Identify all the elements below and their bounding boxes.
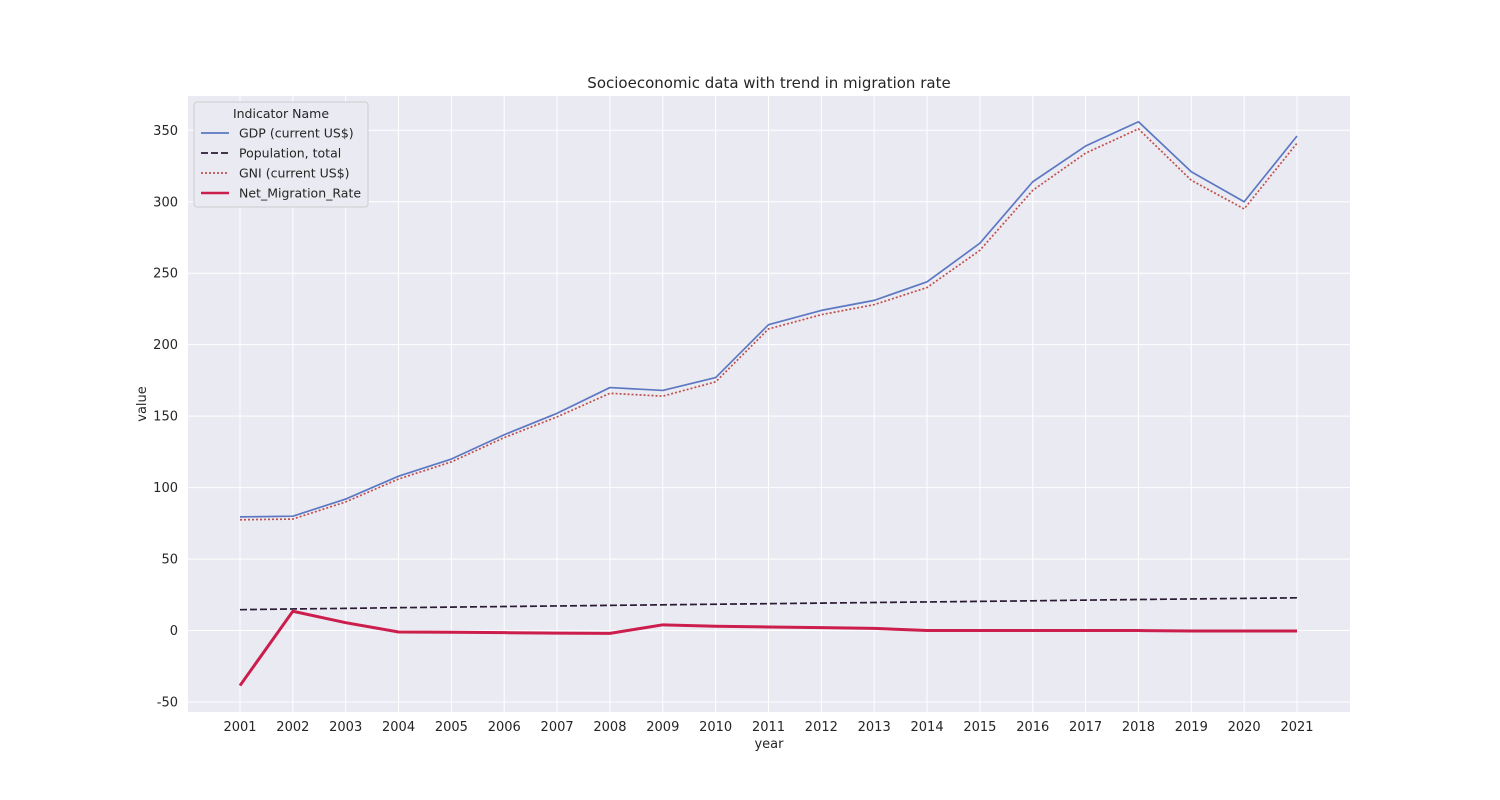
legend-label: Population, total xyxy=(239,146,341,161)
x-tick-label: 2006 xyxy=(488,720,521,735)
y-tick-label: 200 xyxy=(153,338,178,353)
y-tick-labels: -50 0 50 100 150 200 250 300 350 xyxy=(153,124,178,711)
x-tick-label: 2004 xyxy=(382,720,415,735)
legend-box xyxy=(193,101,369,208)
y-axis-label: value xyxy=(135,386,150,422)
x-tick-label: 2018 xyxy=(1122,720,1155,735)
x-tick-label: 2020 xyxy=(1228,720,1261,735)
x-tick-labels: 2001 2002 2003 2004 2005 2006 2007 2008 2009 2010… xyxy=(223,720,1313,735)
x-tick-label: 2008 xyxy=(593,720,626,735)
x-axis-label: year xyxy=(754,737,784,752)
chart-title: Socioeconomic data with trend in migrati… xyxy=(587,74,950,92)
legend-title: Indicator Name xyxy=(233,106,329,121)
series-line-gni-current-us- xyxy=(239,128,1298,521)
series-layer xyxy=(238,120,1298,687)
y-tick-label: 100 xyxy=(153,481,178,496)
x-tick-label: 2019 xyxy=(1175,720,1208,735)
legend-items: GDP (current US$) Population, total GNI (c… xyxy=(201,126,361,201)
x-tick-label: 2015 xyxy=(963,720,996,735)
x-tick-label: 2009 xyxy=(646,720,679,735)
legend-label: GDP (current US$) xyxy=(239,126,354,141)
x-tick-label: 2014 xyxy=(911,720,944,735)
y-tick-label: 250 xyxy=(153,267,178,282)
series-line-gdp-current-us- xyxy=(239,120,1298,518)
x-tick-label: 2013 xyxy=(858,720,891,735)
x-tick-label: 2021 xyxy=(1280,720,1313,735)
x-tick-label: 2005 xyxy=(435,720,468,735)
legend-label: Net_Migration_Rate xyxy=(239,186,361,201)
y-tick-label: 150 xyxy=(153,410,178,425)
x-tick-label: 2001 xyxy=(223,720,256,735)
y-tick-label: 0 xyxy=(170,624,178,639)
series-line-population-total xyxy=(239,596,1298,611)
x-tick-label: 2016 xyxy=(1016,720,1049,735)
x-tick-label: 2003 xyxy=(329,720,362,735)
grid-x xyxy=(239,96,1298,712)
series-line-net-migration-rate xyxy=(238,609,1297,687)
y-tick-label: 50 xyxy=(161,553,178,568)
x-tick-label: 2007 xyxy=(541,720,574,735)
y-tick-label: 300 xyxy=(153,195,178,210)
legend: Indicator Name GDP (current US$) Populati… xyxy=(193,101,369,208)
x-tick-label: 2011 xyxy=(752,720,785,735)
y-tick-label: 350 xyxy=(153,124,178,139)
x-tick-label: 2002 xyxy=(276,720,309,735)
y-tick-label: -50 xyxy=(157,695,178,710)
x-tick-label: 2010 xyxy=(699,720,732,735)
legend-label: GNI (current US$) xyxy=(239,166,350,181)
x-tick-label: 2017 xyxy=(1069,720,1102,735)
x-tick-label: 2012 xyxy=(805,720,838,735)
